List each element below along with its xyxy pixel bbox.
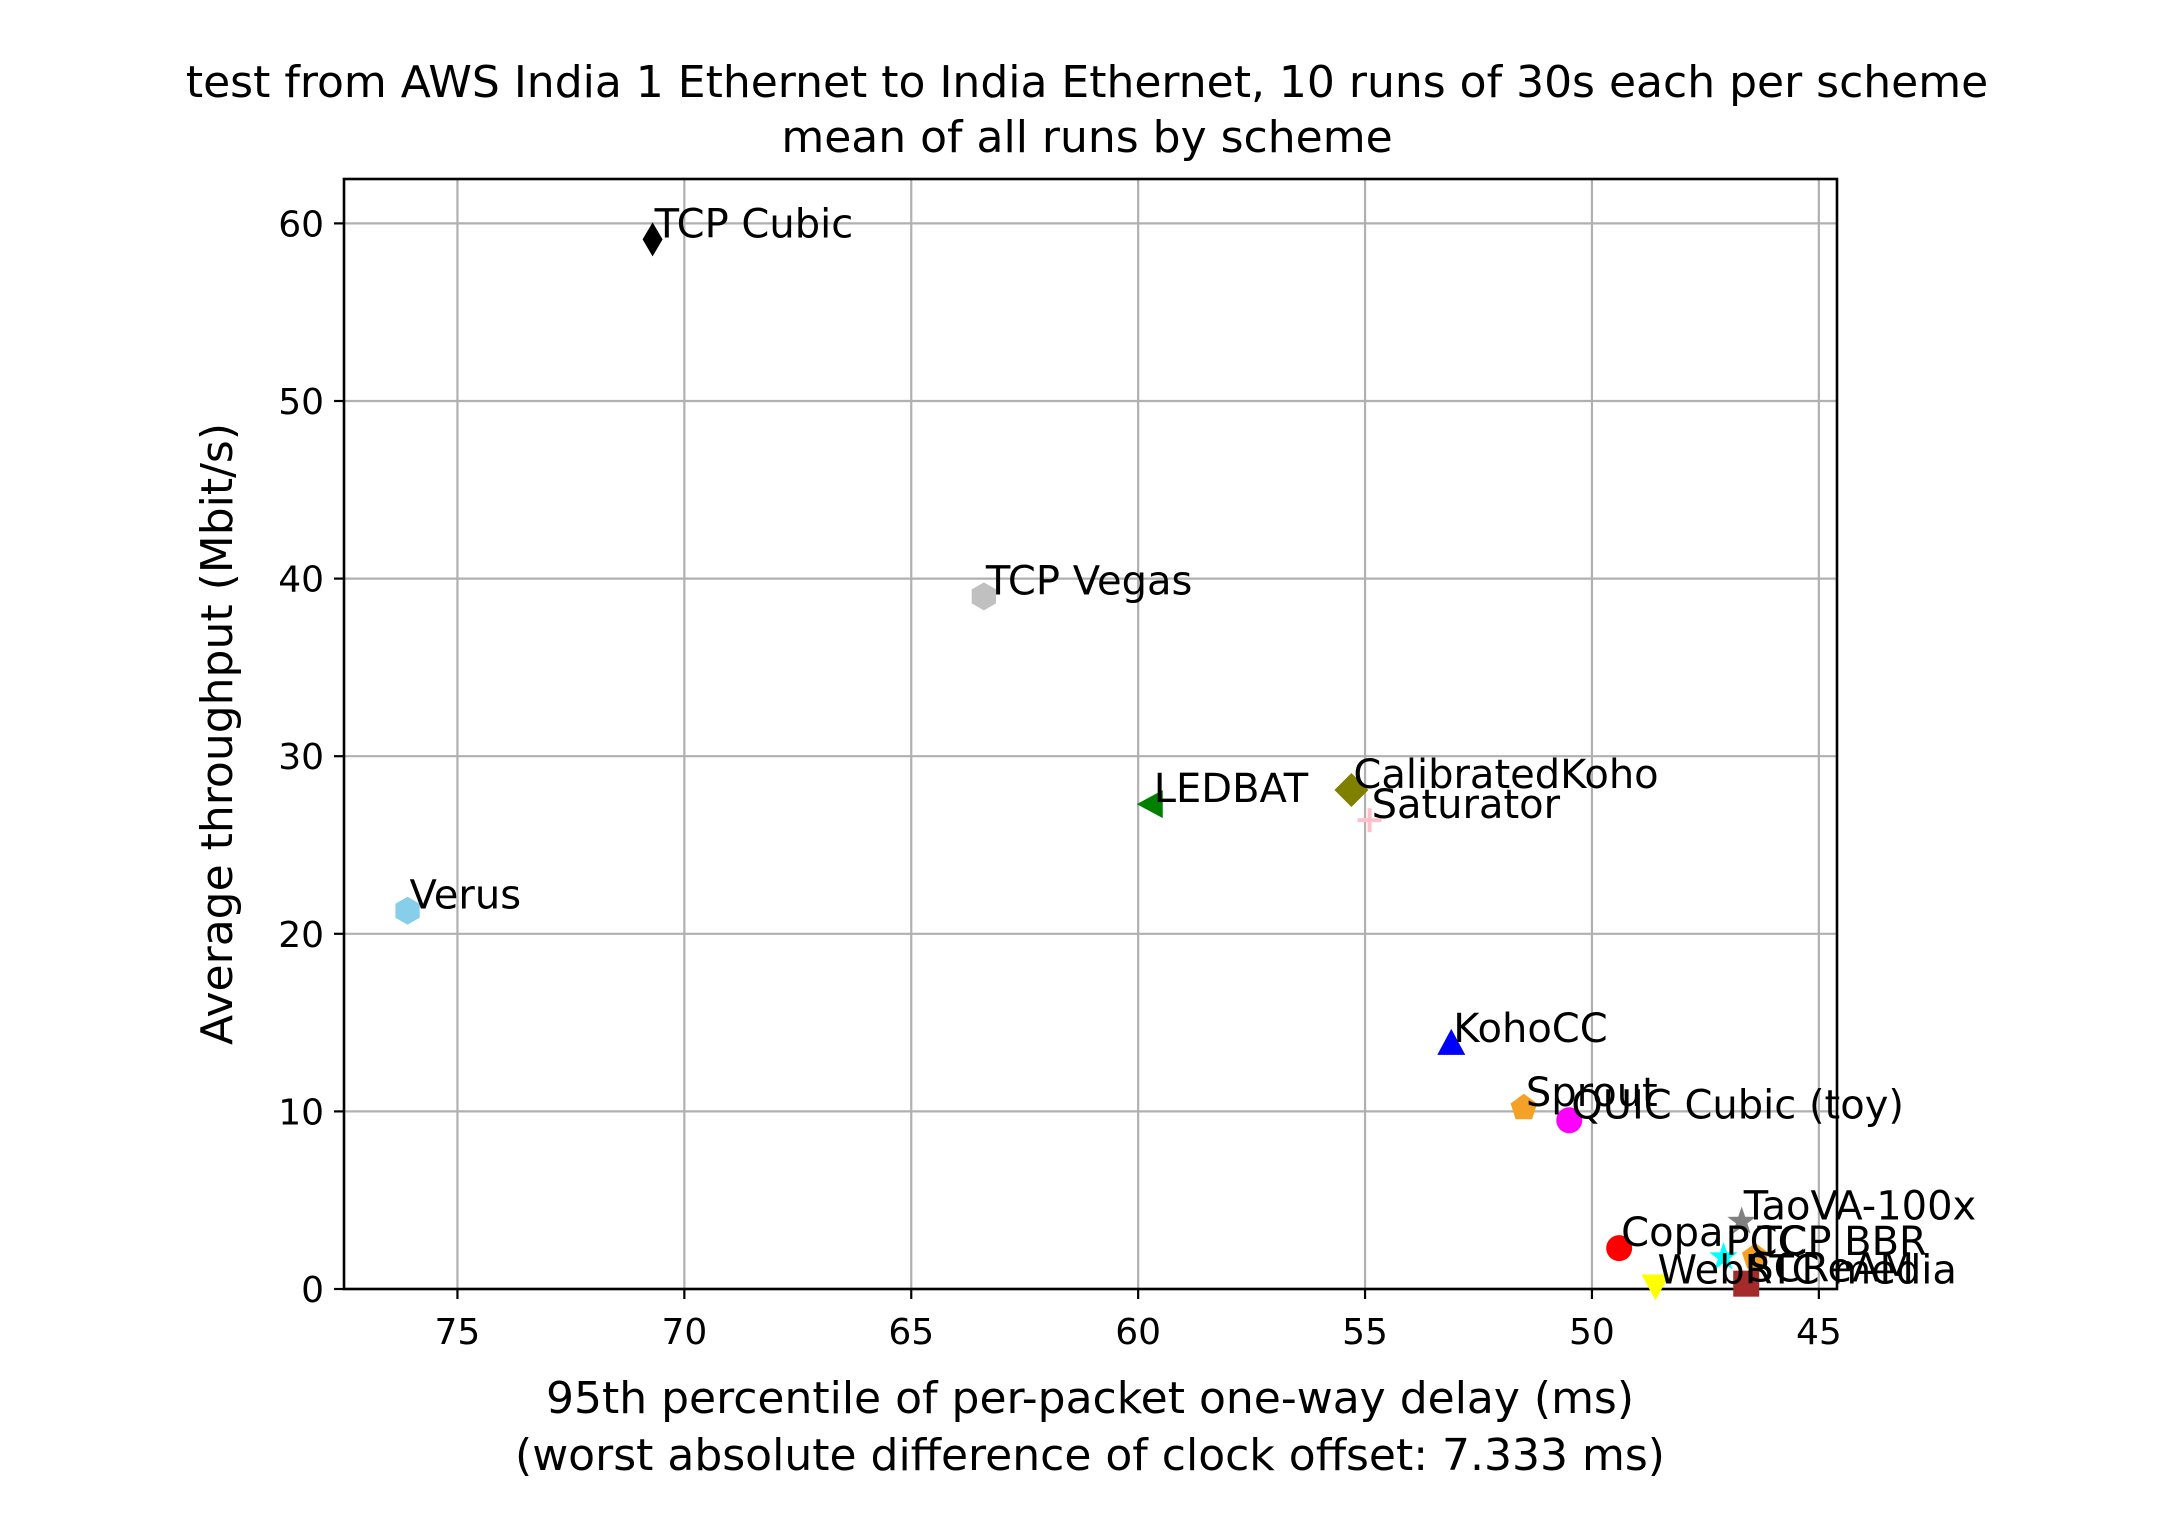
point-label: Saturator — [1372, 782, 1561, 828]
axis-ticks: 75 70 65 60 55 50 45 0 10 20 30 40 50 60 — [278, 204, 1842, 1353]
x-tick-label: 60 — [1115, 1312, 1161, 1353]
point-label: Sprout — [1526, 1070, 1658, 1116]
point-label: PCC — [1726, 1219, 1806, 1265]
point-label: KohoCC — [1453, 1006, 1607, 1052]
point-pcc — [1709, 1242, 1738, 1270]
data-points — [395, 222, 1769, 1301]
x-tick-label: 45 — [1796, 1312, 1842, 1353]
x-tick-label: 55 — [1342, 1312, 1388, 1353]
x-tick-label: 50 — [1569, 1312, 1615, 1353]
point-label: SCReAM — [1748, 1246, 1914, 1292]
point-label: QUIC Cubic (toy) — [1571, 1082, 1904, 1128]
point-label: WebRTC media — [1657, 1247, 1956, 1293]
point-ledbat — [1136, 790, 1163, 819]
chart-subtitle: mean of all runs by scheme — [781, 112, 1392, 163]
plot-frame — [342, 177, 1839, 1291]
point-saturator — [1357, 808, 1382, 833]
y-tick-label: 40 — [278, 560, 324, 601]
x-tick-label: 70 — [661, 1312, 707, 1353]
x-tick-label: 75 — [435, 1312, 481, 1353]
point-label: CalibratedKoho — [1353, 752, 1658, 798]
grid — [344, 179, 1837, 1291]
y-tick-label: 60 — [278, 204, 324, 245]
y-axis-label: Average throughput (Mbit/s) — [192, 423, 243, 1045]
point-label: TCP Vegas — [985, 558, 1192, 604]
y-tick-label: 20 — [278, 915, 324, 956]
y-tick-label: 0 — [301, 1270, 324, 1311]
point-quic-cubic-toy — [1556, 1107, 1583, 1134]
point-kohocc — [1437, 1028, 1466, 1055]
point-label: TaoVA-100x — [1743, 1184, 1977, 1230]
y-tick-label: 50 — [278, 382, 324, 423]
x-tick-label: 65 — [888, 1312, 934, 1353]
point-scream — [1733, 1270, 1760, 1297]
point-verus — [395, 896, 420, 925]
point-label: Verus — [410, 873, 522, 919]
point-label: TCP Cubic — [654, 201, 854, 247]
y-tick-label: 30 — [278, 737, 324, 778]
x-axis-note: (worst absolute difference of clock offs… — [515, 1430, 1665, 1481]
point-copa — [1606, 1235, 1633, 1262]
point-webrtc-media — [1641, 1274, 1670, 1301]
point-tcp-cubic — [642, 222, 663, 257]
x-axis-label: 95th percentile of per-packet one-way de… — [546, 1373, 1634, 1424]
point-label: TCP BBR — [1756, 1219, 1927, 1265]
point-label: LEDBAT — [1154, 766, 1309, 812]
point-sprout — [1510, 1093, 1538, 1120]
point-labels: TCP Cubic TCP Vegas LEDBAT CalibratedKohoSa… — [410, 201, 1977, 1293]
chart-title: test from AWS India 1 Ethernet to India … — [186, 57, 1988, 108]
point-taova-100x — [1727, 1206, 1756, 1234]
point-tcp-bbr — [1742, 1243, 1769, 1269]
point-label: Copa — [1621, 1210, 1723, 1256]
y-tick-label: 10 — [278, 1092, 324, 1133]
point-calibratedkoho — [1334, 772, 1369, 807]
point-tcp-vegas — [971, 582, 996, 611]
